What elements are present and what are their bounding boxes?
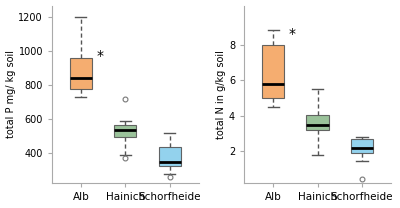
Y-axis label: total P mg/ kg soil: total P mg/ kg soil — [6, 51, 16, 139]
PathPatch shape — [306, 115, 329, 130]
PathPatch shape — [70, 58, 92, 89]
PathPatch shape — [159, 147, 181, 166]
PathPatch shape — [351, 139, 373, 153]
Text: *: * — [289, 27, 296, 41]
Y-axis label: total N in g/kg soil: total N in g/kg soil — [216, 50, 226, 139]
PathPatch shape — [114, 125, 136, 137]
PathPatch shape — [262, 45, 284, 98]
Text: *: * — [96, 48, 104, 63]
